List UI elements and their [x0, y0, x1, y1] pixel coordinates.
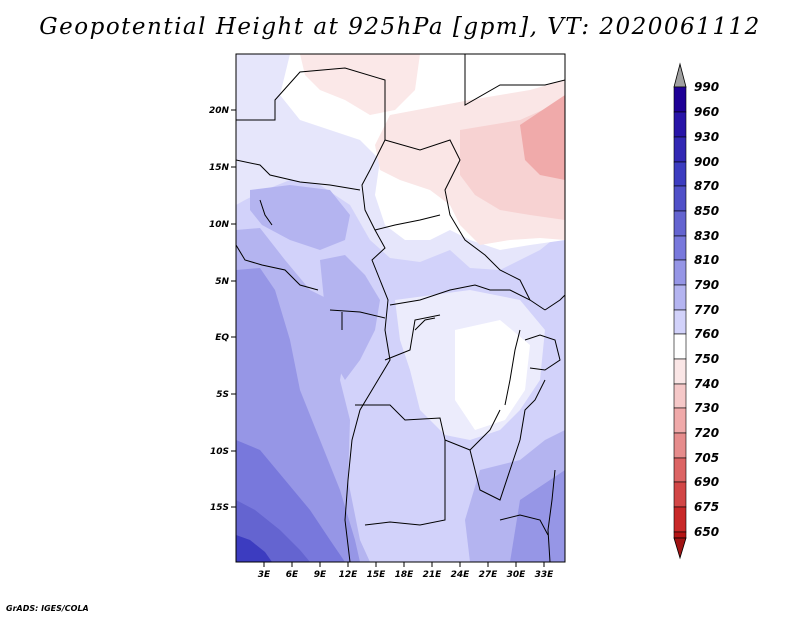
field-blue-gulf [250, 185, 350, 250]
colorbar-label-770: 770 [694, 303, 719, 317]
map-frame [235, 53, 566, 563]
colorbar-swatch-740 [673, 383, 687, 409]
colorbar-label-690: 690 [694, 475, 719, 489]
lat-label-20n: 20N [209, 106, 230, 116]
colorbar-top-arrow [673, 62, 687, 88]
colorbar-label-720: 720 [694, 426, 719, 440]
colorbar-swatch-690 [673, 481, 687, 508]
colorbar-swatch-830 [673, 235, 687, 261]
lon-label-12e: 12E [339, 570, 359, 580]
colorbar-swatch-730 [673, 407, 687, 434]
colorbar-swatch-790 [673, 284, 687, 311]
colorbar-swatch-810 [673, 259, 687, 286]
country-borders [236, 54, 565, 562]
lon-label-30e: 30E [507, 570, 527, 580]
colorbar-label-810: 810 [694, 253, 719, 267]
colorbar-label-990: 990 [694, 80, 719, 94]
colorbar-label-730: 730 [694, 401, 719, 415]
colorbar-swatch-720 [673, 432, 687, 459]
colorbar-bottom-arrow [673, 537, 687, 560]
colorbar-label-705: 705 [694, 451, 719, 465]
colorbar-label-960: 960 [694, 105, 719, 119]
lat-label-15n: 15N [209, 163, 230, 173]
colorbar-swatch-850 [673, 210, 687, 237]
lat-label-5s: 5S [216, 390, 229, 400]
colorbar-label-930: 930 [694, 130, 719, 144]
lat-label-eq: EQ [215, 333, 229, 343]
lat-label-5n: 5N [215, 277, 229, 287]
colorbar-label-750: 750 [694, 352, 719, 366]
colorbar-label-870: 870 [694, 179, 719, 193]
lon-label-21e: 21E [423, 570, 443, 580]
lat-label-10s: 10S [210, 447, 229, 457]
colorbar-label-850: 850 [694, 204, 719, 218]
lon-label-15e: 15E [367, 570, 387, 580]
colorbar-swatch-870 [673, 185, 687, 212]
colorbar-label-760: 760 [694, 327, 719, 341]
field-pink-ne-3 [520, 95, 565, 180]
lon-label-3e: 3E [258, 570, 271, 580]
colorbar-swatch-760 [673, 333, 687, 360]
height-field [236, 54, 565, 562]
colorbar-swatch-900 [673, 161, 687, 187]
colorbar-label-675: 675 [694, 500, 719, 514]
lon-label-18e: 18E [395, 570, 415, 580]
colorbar-swatch-675 [673, 506, 687, 533]
field-blue-se-2 [510, 470, 565, 562]
colorbar-swatch-705 [673, 457, 687, 483]
colorbar: 990 960 930 900 870 850 830 810 790 770 … [673, 62, 719, 560]
colorbar-swatch-960 [673, 111, 687, 138]
lon-label-9e: 9E [314, 570, 327, 580]
lat-label-15s: 15S [210, 503, 229, 513]
lon-label-6e: 6E [286, 570, 299, 580]
colorbar-swatch-750 [673, 358, 687, 385]
colorbar-swatch-770 [673, 309, 687, 335]
colorbar-label-740: 740 [694, 377, 719, 391]
axis-ticks [231, 109, 545, 567]
lon-label-33e: 33E [535, 570, 555, 580]
field-white-central [455, 320, 530, 430]
lon-label-24e: 24E [451, 570, 471, 580]
colorbar-label-900: 900 [694, 155, 719, 169]
colorbar-swatch-930 [673, 136, 687, 163]
colorbar-label-650: 650 [694, 525, 719, 539]
lon-label-27e: 27E [479, 570, 499, 580]
colorbar-swatch-990 [673, 86, 687, 113]
colorbar-label-790: 790 [694, 278, 719, 292]
lat-label-10n: 10N [209, 220, 230, 230]
field-blue-sw-3 [236, 535, 272, 562]
colorbar-label-830: 830 [694, 229, 719, 243]
grads-credit: GrADS: IGES/COLA [6, 604, 89, 613]
map-title: Geopotential Height at 925hPa [gpm], VT:… [39, 14, 761, 40]
field-blue-inland [320, 255, 380, 380]
colorbar-swatch-650 [673, 531, 687, 539]
